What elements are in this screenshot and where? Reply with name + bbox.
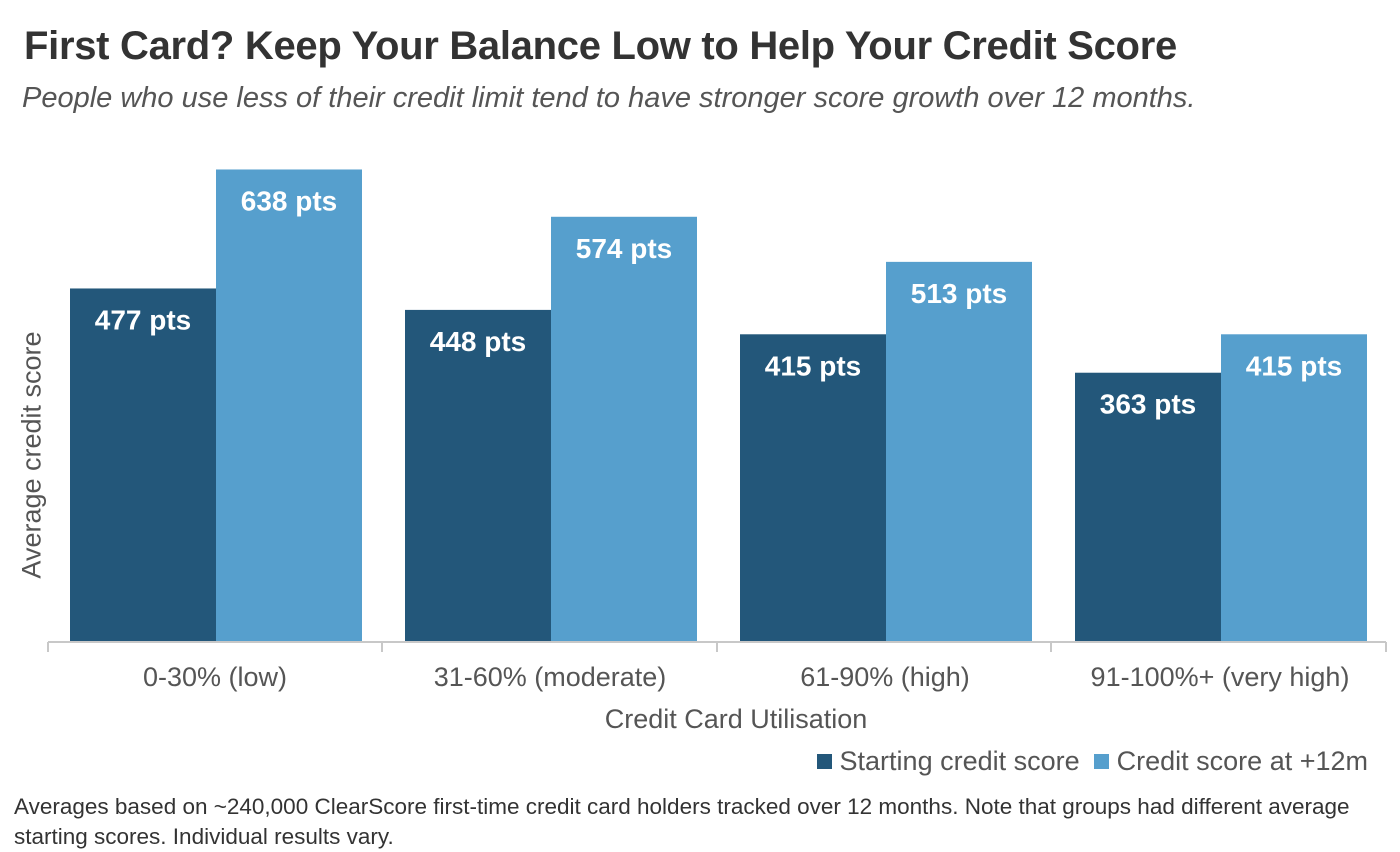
footnote: Averages based on ~240,000 ClearScore fi… <box>14 794 1350 849</box>
chart-subtitle: People who use less of their credit limi… <box>22 82 1196 114</box>
x-tick-label-0: 0-30% (low) <box>143 662 287 692</box>
legend-swatch-starting <box>816 754 832 769</box>
legend-swatch-12m <box>1093 754 1109 769</box>
legend: Starting credit score Credit score at +1… <box>803 746 1368 777</box>
x-tick-label-2: 61-90% (high) <box>800 662 970 692</box>
bar-starting-2 <box>740 334 886 641</box>
bar-starting-1 <box>405 309 551 641</box>
bar-chart: 477 pts 638 pts 448 pts 574 pts 415 pts 513 p… <box>47 169 1387 692</box>
bar-12m-1 <box>551 216 697 641</box>
data-label-starting-2: 415 pts <box>765 350 862 381</box>
legend-label-12m: Credit score at +12m <box>1116 746 1368 776</box>
legend-item-12m: Credit score at +12m <box>1093 746 1368 777</box>
data-label-starting-1: 448 pts <box>430 326 527 357</box>
bar-starting-0 <box>70 288 216 641</box>
data-label-starting-0: 477 pts <box>95 304 192 335</box>
bar-12m-0 <box>216 169 362 641</box>
data-label-12m-2: 513 pts <box>911 278 1008 309</box>
data-label-12m-3: 415 pts <box>1246 350 1343 381</box>
bar-12m-3 <box>1221 334 1367 641</box>
chart-title: First Card? Keep Your Balance Low to Hel… <box>24 24 1177 68</box>
x-tick-label-1: 31-60% (moderate) <box>434 662 667 692</box>
bar-starting-3 <box>1075 372 1221 641</box>
bar-12m-2 <box>886 261 1032 641</box>
data-label-starting-3: 363 pts <box>1100 389 1197 420</box>
legend-item-starting: Starting credit score <box>816 746 1080 777</box>
x-axis-label: Credit Card Utilisation <box>604 704 868 734</box>
legend-label-starting: Starting credit score <box>839 746 1080 776</box>
data-label-12m-0: 638 pts <box>241 185 338 216</box>
x-tick-label-3: 91-100%+ (very high) <box>1091 662 1350 692</box>
data-label-12m-1: 574 pts <box>576 233 673 264</box>
